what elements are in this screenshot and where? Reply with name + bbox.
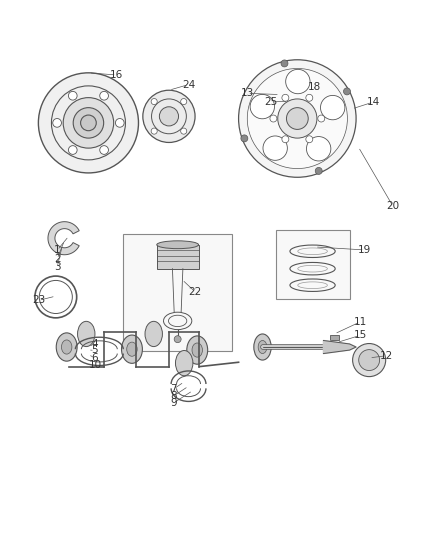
- Text: 7: 7: [170, 384, 177, 394]
- Ellipse shape: [258, 341, 267, 353]
- Text: 13: 13: [240, 88, 254, 98]
- Bar: [330, 335, 339, 341]
- Text: 4: 4: [92, 338, 98, 349]
- Ellipse shape: [187, 336, 208, 364]
- Circle shape: [159, 107, 179, 126]
- Circle shape: [306, 136, 313, 143]
- Circle shape: [286, 69, 310, 94]
- Text: 10: 10: [88, 360, 102, 370]
- Ellipse shape: [127, 342, 137, 356]
- Circle shape: [239, 60, 356, 177]
- Circle shape: [63, 98, 114, 148]
- Circle shape: [306, 94, 313, 101]
- Ellipse shape: [192, 343, 202, 357]
- Text: 3: 3: [54, 262, 60, 272]
- Text: 14: 14: [367, 97, 380, 107]
- Ellipse shape: [121, 335, 142, 364]
- Circle shape: [263, 136, 287, 160]
- Circle shape: [143, 90, 195, 142]
- Circle shape: [281, 60, 288, 67]
- Text: 6: 6: [92, 353, 98, 363]
- Ellipse shape: [56, 333, 77, 361]
- Circle shape: [73, 108, 104, 138]
- FancyBboxPatch shape: [276, 230, 350, 299]
- Circle shape: [68, 146, 77, 155]
- Circle shape: [100, 146, 109, 155]
- Circle shape: [353, 344, 386, 377]
- Polygon shape: [323, 341, 356, 353]
- Circle shape: [343, 88, 350, 95]
- Text: 22: 22: [188, 287, 201, 297]
- Circle shape: [247, 68, 347, 168]
- Text: 15: 15: [354, 330, 367, 340]
- Text: 18: 18: [308, 82, 321, 92]
- Ellipse shape: [78, 321, 95, 346]
- Text: 23: 23: [32, 295, 45, 305]
- Ellipse shape: [145, 321, 162, 346]
- Circle shape: [174, 336, 181, 343]
- Text: 20: 20: [386, 201, 399, 212]
- Circle shape: [321, 95, 345, 120]
- Text: 2: 2: [54, 254, 60, 264]
- Circle shape: [307, 136, 331, 161]
- Ellipse shape: [254, 334, 271, 360]
- Ellipse shape: [176, 351, 193, 376]
- Circle shape: [39, 73, 138, 173]
- Text: 16: 16: [110, 70, 124, 80]
- Text: 12: 12: [380, 351, 393, 361]
- Text: 25: 25: [265, 97, 278, 107]
- Circle shape: [53, 118, 61, 127]
- Circle shape: [286, 108, 308, 130]
- Circle shape: [116, 118, 124, 127]
- Text: 5: 5: [92, 345, 98, 356]
- Polygon shape: [48, 222, 79, 255]
- Text: 19: 19: [358, 245, 371, 255]
- Text: 11: 11: [354, 317, 367, 327]
- Circle shape: [282, 136, 289, 143]
- Text: 24: 24: [182, 79, 195, 90]
- FancyBboxPatch shape: [157, 245, 198, 269]
- Text: 9: 9: [170, 398, 177, 408]
- Ellipse shape: [61, 340, 72, 354]
- Circle shape: [81, 115, 96, 131]
- Ellipse shape: [157, 241, 198, 249]
- Text: 8: 8: [170, 391, 177, 401]
- Text: 1: 1: [54, 245, 60, 255]
- Circle shape: [241, 135, 248, 142]
- Circle shape: [151, 128, 157, 134]
- Circle shape: [250, 94, 275, 119]
- Circle shape: [278, 99, 317, 138]
- Circle shape: [180, 99, 187, 104]
- Circle shape: [151, 99, 157, 104]
- Circle shape: [100, 91, 109, 100]
- FancyBboxPatch shape: [123, 234, 232, 351]
- Circle shape: [180, 128, 187, 134]
- Circle shape: [270, 115, 277, 122]
- Circle shape: [359, 350, 380, 370]
- Circle shape: [315, 167, 322, 174]
- Circle shape: [68, 91, 77, 100]
- Circle shape: [282, 94, 289, 101]
- Circle shape: [318, 115, 325, 122]
